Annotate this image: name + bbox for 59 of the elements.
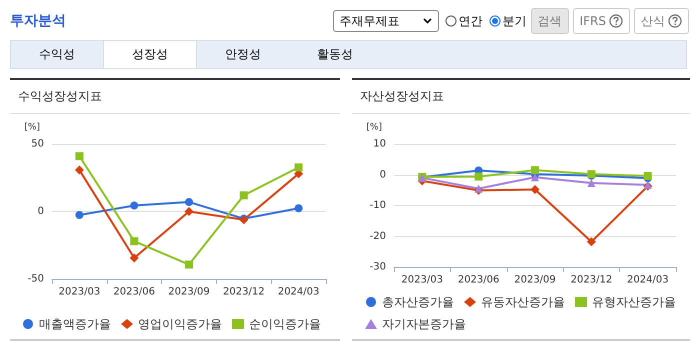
point bbox=[586, 237, 596, 246]
x-tick-label: 2024/03 bbox=[278, 286, 320, 298]
point bbox=[587, 179, 596, 188]
point bbox=[74, 166, 84, 175]
point bbox=[530, 185, 540, 194]
text: IFRS bbox=[572, 8, 630, 34]
point bbox=[75, 152, 84, 160]
y-tick-label: 10 bbox=[373, 138, 386, 150]
point bbox=[240, 191, 248, 200]
legend-label: 영업이익증가율 bbox=[138, 317, 222, 331]
x-tick-label: 2023/03 bbox=[58, 286, 100, 298]
legend-label: 유형자산증가율 bbox=[592, 295, 676, 309]
text: 활동성 bbox=[316, 46, 354, 63]
point bbox=[531, 166, 539, 174]
point bbox=[185, 198, 193, 206]
point bbox=[184, 207, 194, 216]
point bbox=[185, 260, 193, 269]
legend-label: 매출액증가율 bbox=[39, 317, 111, 331]
x-tick-label: 2023/06 bbox=[458, 274, 500, 286]
x-tick-label: 2023/09 bbox=[168, 286, 210, 298]
y-tick-label: 0 bbox=[380, 169, 386, 180]
x-tick-label: 2023/06 bbox=[113, 286, 155, 298]
text: 검색 bbox=[530, 8, 569, 34]
text: 산식 bbox=[634, 8, 689, 34]
legend-label: 순이익증가율 bbox=[249, 317, 321, 331]
point bbox=[75, 211, 84, 220]
y-tick-label: -10 bbox=[370, 200, 386, 211]
text: 투자분석 bbox=[10, 12, 66, 30]
point bbox=[294, 204, 303, 212]
text: 안정성 bbox=[224, 46, 262, 63]
y-tick-label: -50 bbox=[28, 274, 44, 284]
legend-label: 총자산증가율 bbox=[382, 295, 454, 309]
x-tick-label: 2023/09 bbox=[514, 274, 556, 286]
x-tick-label: 2023/12 bbox=[223, 286, 265, 298]
point bbox=[130, 253, 139, 262]
y-tick-label: -20 bbox=[370, 230, 386, 242]
chart-title: 수익성장성지표 bbox=[10, 80, 340, 114]
text: 주재무제표 bbox=[340, 12, 400, 30]
chart-title: 자산성장성지표 bbox=[352, 80, 690, 114]
point bbox=[294, 163, 303, 172]
y-axis-title: [%] bbox=[366, 122, 382, 132]
text: 연간 bbox=[458, 12, 483, 30]
x-tick-label: 2023/12 bbox=[570, 274, 612, 286]
y-tick-label: -30 bbox=[370, 262, 386, 272]
x-tick-label: 2023/03 bbox=[401, 274, 443, 286]
point bbox=[474, 172, 483, 181]
y-tick-label: 0 bbox=[38, 206, 44, 217]
legend-label: 유동자산증가율 bbox=[481, 295, 565, 309]
x-tick-label: 2024/03 bbox=[627, 274, 669, 286]
y-axis-title: [%] bbox=[24, 122, 40, 132]
text: 수익성 bbox=[38, 46, 76, 63]
point bbox=[130, 202, 138, 210]
point bbox=[531, 173, 539, 182]
point bbox=[130, 237, 138, 246]
text: 성장성 bbox=[103, 41, 197, 68]
text: 분기 bbox=[502, 12, 527, 30]
point bbox=[644, 172, 652, 180]
legend-label: 자기자본증가율 bbox=[382, 317, 466, 331]
y-tick-label: 50 bbox=[31, 138, 44, 150]
